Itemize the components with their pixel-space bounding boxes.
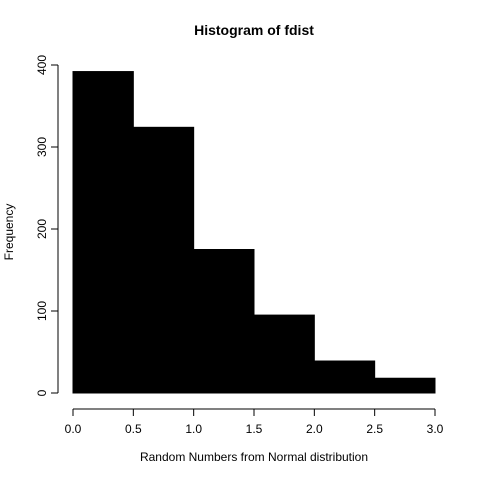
y-tick-label-0: 0 (35, 389, 49, 396)
chart-title: Histogram of fdist (194, 22, 314, 38)
x-tick-label-0: 0.0 (65, 422, 82, 436)
y-axis: 0 100 200 300 400 (35, 55, 59, 396)
histogram-bar-5 (374, 377, 436, 394)
x-tick-label-2: 1.0 (185, 422, 202, 436)
histogram-bar-4 (313, 360, 376, 394)
y-tick-label-4: 400 (35, 55, 49, 75)
histogram-bar-1 (132, 126, 195, 394)
histogram-bar-2 (193, 249, 255, 394)
y-tick-label-3: 300 (35, 137, 49, 157)
y-axis-label: Frequency (2, 204, 16, 261)
bars-group (72, 71, 436, 394)
y-tick-label-2: 200 (35, 219, 49, 239)
x-tick-label-4: 2.0 (306, 422, 323, 436)
x-tick-label-3: 1.5 (246, 422, 263, 436)
x-tick-label-1: 0.5 (125, 422, 142, 436)
histogram-bar-0 (72, 71, 134, 394)
x-tick-label-6: 3.0 (427, 422, 444, 436)
x-axis: 0.0 0.5 1.0 1.5 2.0 2.5 3.0 (65, 408, 444, 436)
x-tick-label-5: 2.5 (366, 422, 383, 436)
y-tick-label-1: 100 (35, 301, 49, 321)
x-axis-label: Random Numbers from Normal distribution (140, 450, 368, 464)
histogram-bar-3 (253, 314, 315, 394)
